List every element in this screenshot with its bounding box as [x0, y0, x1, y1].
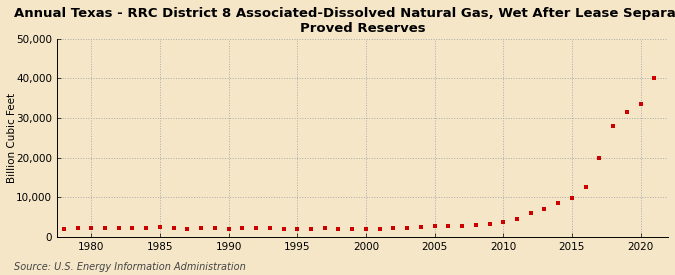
Point — [580, 185, 591, 189]
Point — [457, 223, 468, 228]
Point — [388, 226, 399, 230]
Point — [168, 226, 179, 230]
Point — [292, 227, 302, 231]
Point — [635, 102, 646, 106]
Point — [265, 226, 275, 230]
Point — [553, 201, 564, 205]
Point — [594, 155, 605, 160]
Point — [306, 227, 317, 231]
Point — [182, 227, 193, 231]
Point — [539, 207, 550, 211]
Point — [649, 76, 659, 81]
Point — [360, 227, 371, 231]
Point — [402, 226, 412, 230]
Point — [209, 226, 220, 230]
Point — [566, 196, 577, 200]
Y-axis label: Billion Cubic Feet: Billion Cubic Feet — [7, 93, 17, 183]
Point — [416, 225, 427, 229]
Point — [429, 224, 440, 229]
Point — [622, 110, 632, 114]
Point — [250, 226, 261, 230]
Point — [333, 227, 344, 231]
Text: Source: U.S. Energy Information Administration: Source: U.S. Energy Information Administ… — [14, 262, 245, 272]
Point — [470, 223, 481, 227]
Point — [443, 224, 454, 228]
Point — [45, 228, 55, 232]
Point — [498, 220, 509, 224]
Point — [141, 226, 152, 230]
Point — [113, 226, 124, 230]
Point — [525, 211, 536, 215]
Point — [155, 225, 165, 229]
Point — [512, 217, 522, 221]
Point — [127, 226, 138, 230]
Point — [72, 226, 83, 230]
Point — [237, 226, 248, 230]
Point — [59, 227, 70, 231]
Point — [608, 124, 618, 128]
Point — [100, 226, 111, 230]
Title: Annual Texas - RRC District 8 Associated-Dissolved Natural Gas, Wet After Lease : Annual Texas - RRC District 8 Associated… — [14, 7, 675, 35]
Point — [196, 226, 207, 230]
Point — [484, 222, 495, 226]
Point — [347, 227, 358, 231]
Point — [278, 227, 289, 231]
Point — [319, 226, 330, 230]
Point — [374, 227, 385, 231]
Point — [86, 226, 97, 230]
Point — [223, 227, 234, 231]
